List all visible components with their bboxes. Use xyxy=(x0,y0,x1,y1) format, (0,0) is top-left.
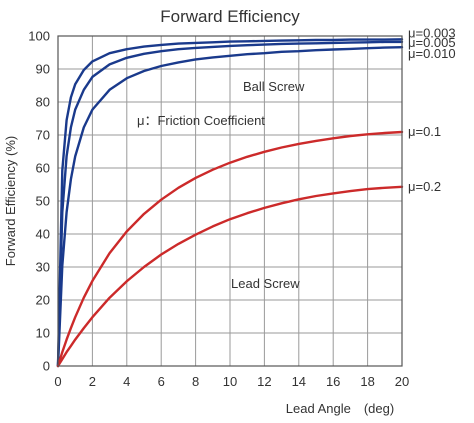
y-tick-label: 60 xyxy=(36,161,50,176)
x-axis-label: Lead Angle (deg) xyxy=(286,401,394,416)
y-tick-label: 70 xyxy=(36,128,50,143)
y-tick-label: 20 xyxy=(36,293,50,308)
y-tick-labels: 0 10 20 30 40 50 60 70 80 90 100 xyxy=(28,29,50,374)
x-tick-label: 20 xyxy=(395,374,409,389)
x-tick-label: 0 xyxy=(54,374,61,389)
y-tick-label: 50 xyxy=(36,194,50,209)
annotation-friction-coefficient: μ：Friction Coefficient xyxy=(137,113,265,128)
series-lines xyxy=(56,38,404,368)
y-tick-label: 30 xyxy=(36,260,50,275)
chart-title: Forward Efficiency xyxy=(160,7,300,26)
x-tick-label: 16 xyxy=(326,374,340,389)
series-label: μ=0.010 xyxy=(408,46,456,61)
series-line xyxy=(56,38,404,368)
x-tick-label: 8 xyxy=(192,374,199,389)
series-line xyxy=(56,185,404,368)
series-label: μ=0.2 xyxy=(408,179,441,194)
x-tick-label: 6 xyxy=(158,374,165,389)
x-tick-label: 12 xyxy=(257,374,271,389)
x-tick-label: 14 xyxy=(292,374,306,389)
y-tick-label: 100 xyxy=(28,29,50,44)
y-tick-label: 10 xyxy=(36,326,50,341)
series-label: μ=0.1 xyxy=(408,124,441,139)
series-line xyxy=(56,46,404,368)
grid xyxy=(58,36,402,366)
x-tick-label: 10 xyxy=(223,374,237,389)
x-tick-label: 4 xyxy=(123,374,130,389)
x-tick-labels: 0 2 4 6 8 10 12 14 16 18 20 xyxy=(54,374,409,389)
y-tick-label: 90 xyxy=(36,62,50,77)
x-tick-label: 18 xyxy=(360,374,374,389)
annotation-ball-screw: Ball Screw xyxy=(243,79,305,94)
series-line xyxy=(56,40,404,368)
y-tick-label: 0 xyxy=(43,359,50,374)
series-line xyxy=(56,130,404,368)
y-tick-label: 80 xyxy=(36,95,50,110)
plot-frame xyxy=(57,35,403,367)
annotation-lead-screw: Lead Screw xyxy=(231,276,300,291)
series-label: μ=0.003 xyxy=(408,25,456,40)
x-tick-label: 2 xyxy=(89,374,96,389)
y-tick-label: 40 xyxy=(36,227,50,242)
y-axis-label: Forward Efficiency (%) xyxy=(3,136,18,267)
series-label: μ=0.005 xyxy=(408,35,456,50)
